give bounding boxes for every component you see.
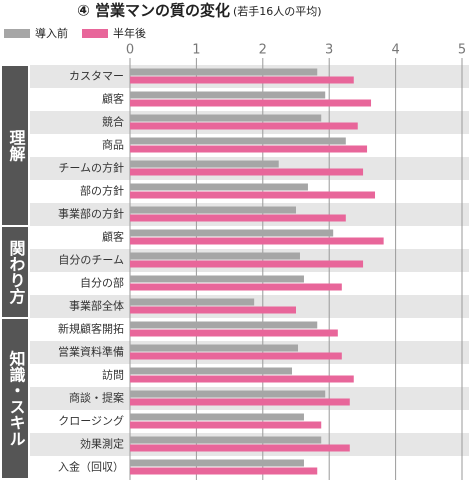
y-tick-label: 訪問 xyxy=(102,368,124,382)
y-tick-label: 新規顧客開拓 xyxy=(58,322,124,336)
bar xyxy=(130,214,346,222)
bar xyxy=(130,275,304,283)
bar xyxy=(130,298,255,306)
bar xyxy=(130,329,338,337)
bar xyxy=(130,375,354,383)
y-tick-label: 効果測定 xyxy=(80,437,124,451)
y-tick-label: 営業資料準備 xyxy=(58,345,124,359)
bar xyxy=(130,344,298,352)
legend-swatch xyxy=(4,29,30,38)
legend-swatch xyxy=(82,29,108,38)
y-tick-label: チームの方針 xyxy=(58,161,124,175)
y-tick-label: 事業部の方針 xyxy=(58,207,124,221)
x-tick-label: 4 xyxy=(391,43,399,58)
bar xyxy=(130,367,293,375)
group-box xyxy=(2,66,28,225)
bar xyxy=(130,206,296,214)
y-tick-label: カスタマー xyxy=(69,70,124,83)
x-tick-label: 3 xyxy=(325,43,333,58)
chart-subtitle: (若手16人の平均) xyxy=(233,4,322,18)
bar xyxy=(130,68,318,76)
chart-title: ④ 営業マンの質の変化 xyxy=(77,2,230,20)
bar xyxy=(130,413,304,421)
x-tick-label: 2 xyxy=(259,43,267,58)
y-tick-label: 商談・提案 xyxy=(69,391,124,405)
bar xyxy=(130,168,364,176)
group-label: 知識・スキル xyxy=(7,350,26,447)
x-tick-label: 5 xyxy=(458,43,466,58)
bar xyxy=(130,321,318,329)
bar xyxy=(130,76,354,84)
group-box xyxy=(2,227,28,317)
y-tick-label: 自分のチーム xyxy=(58,254,124,267)
group-label: 関わり方 xyxy=(7,240,26,305)
bar xyxy=(130,183,308,191)
bar xyxy=(130,398,350,406)
bar xyxy=(130,122,358,130)
bar xyxy=(130,459,304,467)
bar xyxy=(130,191,376,199)
group-label: 理解 xyxy=(7,130,26,163)
bar xyxy=(130,99,372,107)
bar xyxy=(130,91,326,99)
y-tick-label: 顧客 xyxy=(102,230,124,244)
y-tick-label: クロージング xyxy=(58,414,124,428)
bar xyxy=(130,352,342,360)
bar xyxy=(130,252,300,260)
group-box xyxy=(2,319,28,478)
y-tick-label: 自分の部 xyxy=(80,276,124,290)
x-tick-label: 0 xyxy=(126,43,134,58)
bar xyxy=(130,114,322,122)
bar xyxy=(130,390,326,398)
y-tick-label: 競合 xyxy=(102,115,124,129)
bar xyxy=(130,467,318,475)
bar xyxy=(130,421,322,429)
y-tick-label: 部の方針 xyxy=(80,184,124,198)
bar xyxy=(130,444,350,452)
y-tick-label: 顧客 xyxy=(102,92,124,106)
x-tick-label: 1 xyxy=(192,43,200,58)
bar xyxy=(130,145,368,153)
legend-label: 導入前 xyxy=(35,26,68,40)
bar xyxy=(130,160,279,168)
bar xyxy=(130,237,384,245)
bar xyxy=(130,436,322,444)
y-tick-label: 商品 xyxy=(102,138,124,152)
legend-label: 半年後 xyxy=(113,26,146,40)
bar xyxy=(130,283,342,291)
bar xyxy=(130,137,346,145)
y-tick-label: 事業部全体 xyxy=(69,299,124,313)
bar xyxy=(130,229,334,237)
y-tick-label: 入金（回収） xyxy=(58,460,124,474)
bar xyxy=(130,306,296,314)
bar xyxy=(130,260,364,268)
